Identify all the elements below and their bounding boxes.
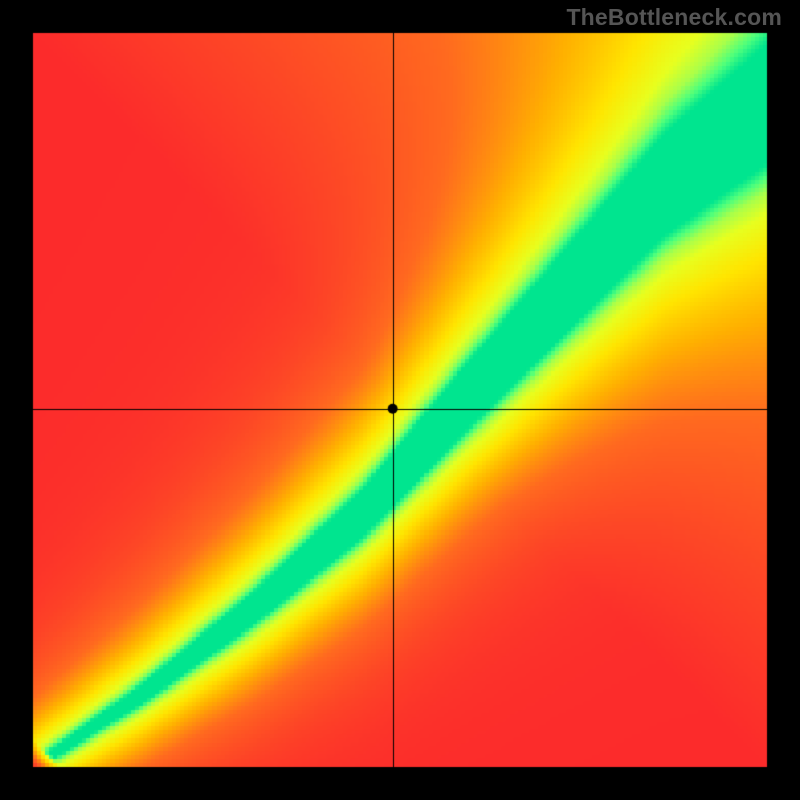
heatmap-canvas bbox=[0, 0, 800, 800]
watermark-text: TheBottleneck.com bbox=[566, 4, 782, 31]
chart-container: TheBottleneck.com bbox=[0, 0, 800, 800]
